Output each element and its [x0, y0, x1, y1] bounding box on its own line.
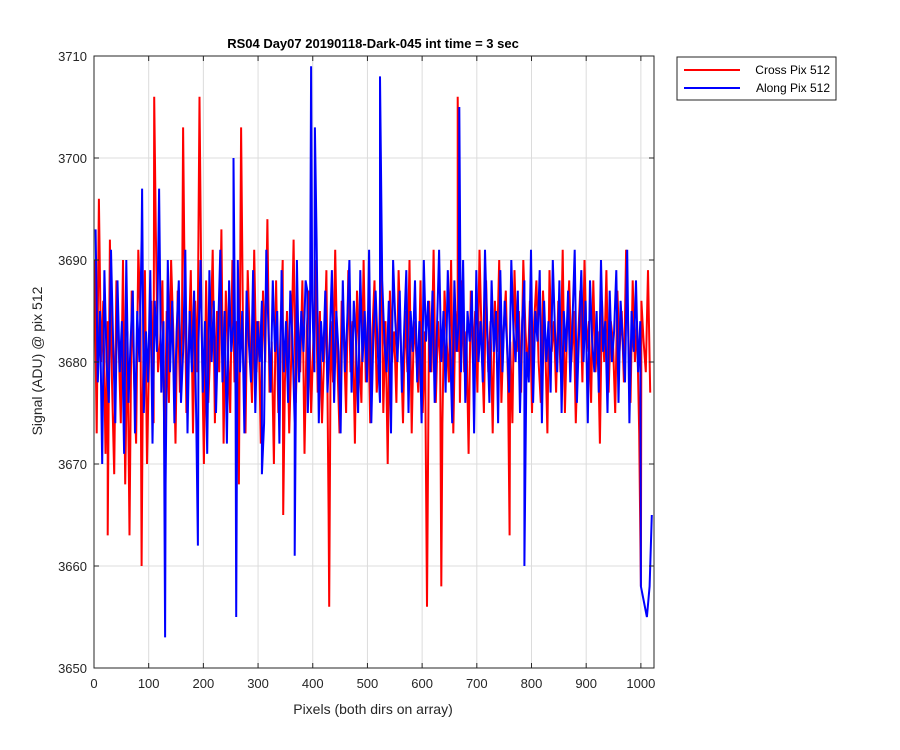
- x-tick-label: 500: [357, 676, 379, 691]
- x-tick-label: 700: [466, 676, 488, 691]
- y-axis-label: Signal (ADU) @ pix 512: [29, 286, 45, 435]
- series-line-cross-pix-512: [93, 96, 652, 607]
- y-tick-label: 3660: [58, 559, 87, 574]
- x-tick-label: 0: [90, 676, 97, 691]
- y-tick-label: 3690: [58, 253, 87, 268]
- x-tick-label: 600: [411, 676, 433, 691]
- y-tick-label: 3710: [58, 49, 87, 64]
- y-tick-label: 3700: [58, 151, 87, 166]
- x-tick-label: 300: [247, 676, 269, 691]
- x-axis-label: Pixels (both dirs on array): [293, 701, 453, 717]
- x-tick-label: 100: [138, 676, 160, 691]
- legend-label: Cross Pix 512: [755, 63, 830, 77]
- x-tick-label: 1000: [626, 676, 655, 691]
- x-tick-label: 200: [193, 676, 215, 691]
- x-tick-label: 800: [521, 676, 543, 691]
- series-layer: [93, 66, 653, 638]
- legend-label: Along Pix 512: [756, 81, 830, 95]
- x-tick-label: 400: [302, 676, 324, 691]
- y-tick-label: 3650: [58, 661, 87, 676]
- chart-title: RS04 Day07 20190118-Dark-045 int time = …: [227, 36, 519, 51]
- y-tick-label: 3670: [58, 457, 87, 472]
- legend-box: [676, 56, 837, 101]
- x-tick-label: 900: [575, 676, 597, 691]
- legend: Cross Pix 512 Along Pix 512: [676, 56, 837, 101]
- y-tick-label: 3680: [58, 355, 87, 370]
- series-line-along-pix-512: [94, 66, 653, 638]
